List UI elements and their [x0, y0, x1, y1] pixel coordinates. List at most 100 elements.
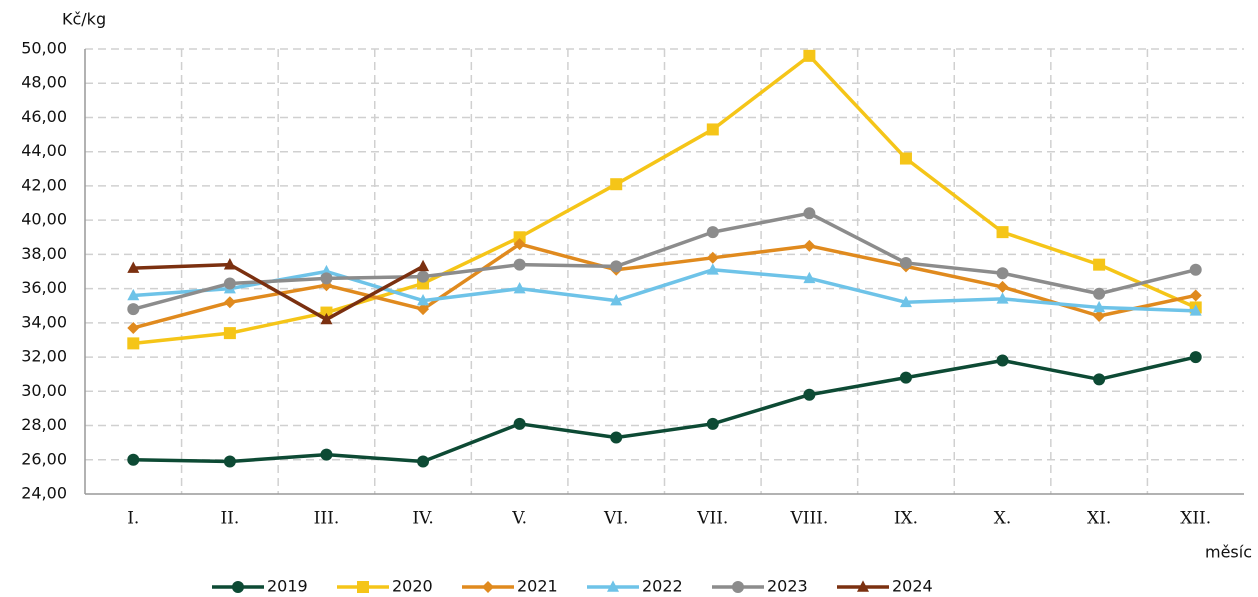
marker [706, 263, 719, 275]
y-axis-label: Kč/kg [62, 10, 106, 29]
marker [803, 271, 816, 284]
marker [706, 123, 719, 136]
y-tick-label: 34,00 [21, 312, 67, 331]
legend-marker [482, 581, 494, 593]
marker [1093, 310, 1106, 322]
y-tick-label: 38,00 [21, 244, 67, 263]
marker [1189, 304, 1202, 316]
marker [513, 258, 526, 271]
marker [899, 256, 912, 269]
y-tick-label: 28,00 [21, 415, 67, 434]
series-line [133, 268, 1196, 313]
x-tick-label: I. [127, 509, 139, 529]
marker [127, 261, 140, 273]
marker [1093, 258, 1106, 271]
y-tick-label: 46,00 [21, 107, 67, 126]
x-tick-label: XI. [1087, 509, 1111, 529]
legend-label: 2019 [267, 577, 308, 596]
series-line [132, 242, 1197, 330]
marker [513, 231, 526, 244]
marker [127, 453, 140, 466]
marker [417, 303, 430, 316]
marker [1189, 263, 1202, 276]
marker [996, 267, 1009, 280]
marker [996, 280, 1009, 293]
x-tick-label: VI. [603, 509, 628, 529]
x-axis-label: měsíc [1205, 543, 1252, 562]
marker [513, 238, 526, 251]
marker [899, 152, 912, 165]
marker [223, 455, 236, 468]
marker [513, 282, 526, 294]
marker [1189, 289, 1202, 302]
marker [127, 288, 140, 301]
x-tick-label: VII. [696, 509, 728, 529]
marker [320, 312, 333, 325]
marker [417, 259, 430, 272]
marker [417, 270, 430, 283]
legend-label: 2020 [392, 577, 433, 596]
y-tick-label: 50,00 [21, 39, 67, 58]
marker [996, 354, 1009, 367]
legend-label: 2021 [517, 577, 558, 596]
series-line [132, 211, 1197, 311]
marker [513, 417, 526, 430]
marker [1093, 300, 1106, 313]
marker [417, 293, 430, 306]
marker [223, 277, 236, 290]
marker [610, 431, 623, 444]
marker [1093, 287, 1106, 300]
x-tick-label: IV. [412, 509, 433, 529]
legend-label: 2024 [892, 577, 933, 596]
y-tick-label: 30,00 [21, 381, 67, 400]
y-tick-label: 40,00 [21, 210, 67, 229]
x-tick-label: V. [511, 509, 527, 529]
marker [223, 327, 236, 340]
marker [610, 260, 623, 273]
y-tick-label: 44,00 [21, 141, 67, 160]
marker [1189, 351, 1202, 364]
series-line [133, 355, 1197, 464]
legend-marker [607, 580, 619, 592]
marker [127, 303, 140, 316]
y-tick-label: 48,00 [21, 73, 67, 92]
x-tick-label: VIII. [789, 509, 828, 529]
marker [899, 371, 912, 384]
marker [996, 292, 1009, 304]
legend-label: 2023 [767, 577, 808, 596]
marker [127, 321, 140, 334]
marker [320, 448, 333, 461]
y-tick-label: 26,00 [21, 449, 67, 468]
marker [899, 295, 912, 308]
marker [223, 296, 236, 309]
marker [320, 272, 333, 285]
x-tick-label: XII. [1180, 509, 1211, 529]
marker [1093, 373, 1106, 386]
marker [320, 306, 333, 319]
marker [223, 258, 236, 270]
marker [803, 239, 816, 252]
marker [610, 178, 623, 191]
marker [417, 455, 430, 468]
marker [803, 49, 816, 62]
marker [706, 417, 719, 430]
marker [610, 293, 623, 306]
y-tick-label: 32,00 [21, 347, 67, 366]
x-tick-label: X. [994, 509, 1012, 529]
series-line [133, 262, 424, 322]
marker [706, 226, 719, 239]
legend-label: 2022 [642, 577, 683, 596]
x-tick-label: IX. [894, 509, 918, 529]
y-tick-label: 42,00 [21, 175, 67, 194]
x-tick-label: II. [220, 509, 239, 529]
legend-marker [732, 581, 744, 593]
marker [803, 207, 816, 220]
marker [803, 388, 816, 401]
legend-marker [857, 580, 869, 592]
series-line [133, 54, 1197, 346]
legend-marker [357, 581, 369, 593]
marker [127, 337, 140, 350]
y-tick-label: 24,00 [21, 484, 67, 503]
y-tick-label: 36,00 [21, 278, 67, 297]
